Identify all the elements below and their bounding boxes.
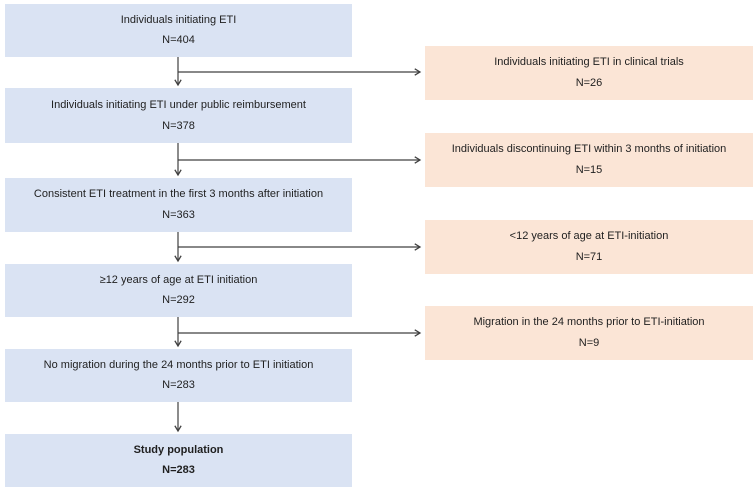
box-label: <12 years of age at ETI-initiation [509, 230, 669, 243]
box-n-value: N=283 [162, 379, 195, 392]
box-label: Individuals initiating ETI [120, 13, 237, 26]
box-n-value: N=292 [162, 294, 195, 307]
box-label: Individuals discontinuing ETI within 3 m… [451, 143, 727, 156]
box-label: No migration during the 24 months prior … [43, 358, 314, 371]
flow-box-age-12-or-older: ≥12 years of age at ETI initiation N=292 [5, 264, 352, 317]
box-n-value: N=283 [162, 464, 195, 477]
exclusion-box-under-12: <12 years of age at ETI-initiation N=71 [425, 220, 753, 274]
box-label: ≥12 years of age at ETI initiation [99, 273, 258, 286]
box-n-value: N=26 [575, 77, 603, 90]
exclusion-box-clinical-trials: Individuals initiating ETI in clinical t… [425, 46, 753, 100]
flow-box-study-population: Study population N=283 [5, 434, 352, 487]
box-n-value: N=71 [575, 251, 603, 264]
box-label: Individuals initiating ETI under public … [51, 98, 306, 111]
exclusion-box-discontinuing: Individuals discontinuing ETI within 3 m… [425, 133, 753, 187]
flow-box-consistent-treatment: Consistent ETI treatment in the first 3 … [5, 178, 352, 232]
box-label: Individuals initiating ETI in clinical t… [494, 56, 684, 69]
box-label: Consistent ETI treatment in the first 3 … [33, 188, 324, 201]
exclusion-box-migration: Migration in the 24 months prior to ETI-… [425, 306, 753, 360]
box-label: Study population [133, 443, 224, 456]
box-n-value: N=15 [575, 164, 603, 177]
flow-box-individuals-initiating-eti: Individuals initiating ETI N=404 [5, 4, 352, 57]
flow-box-no-migration: No migration during the 24 months prior … [5, 349, 352, 402]
box-n-value: N=378 [162, 119, 195, 132]
flow-box-public-reimbursement: Individuals initiating ETI under public … [5, 88, 352, 143]
box-n-value: N=9 [578, 337, 600, 350]
box-label: Migration in the 24 months prior to ETI-… [473, 316, 705, 329]
box-n-value: N=404 [162, 34, 195, 47]
box-n-value: N=363 [162, 209, 195, 222]
